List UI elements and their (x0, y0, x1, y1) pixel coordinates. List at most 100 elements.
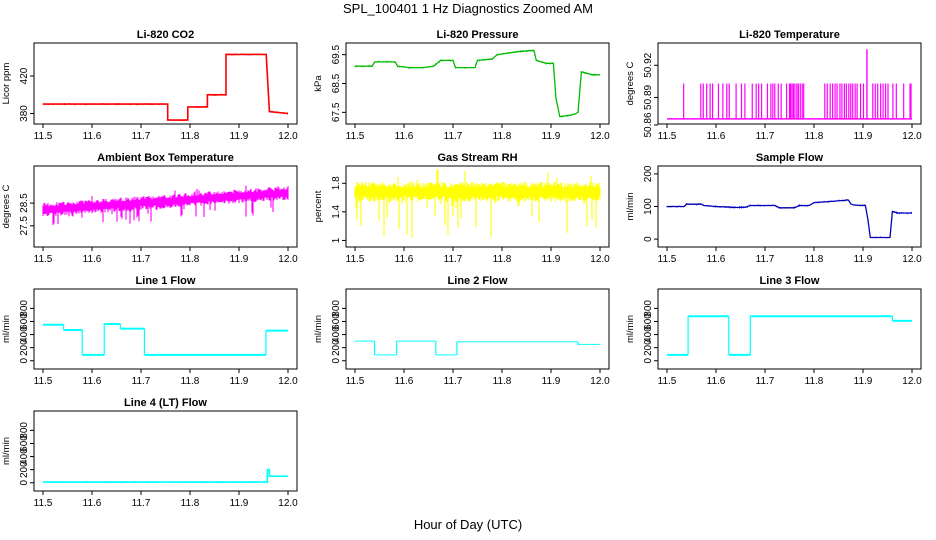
x-tick-label: 11.6 (83, 498, 102, 509)
panel-title: Gas Stream RH (437, 152, 517, 164)
x-tick-label: 12.0 (590, 131, 610, 142)
y-tick-label: 800 (643, 300, 654, 317)
x-tick-label: 11.7 (132, 131, 151, 142)
y-axis-label: kPa (313, 75, 324, 92)
y-tick-label: 0 (643, 236, 654, 242)
x-tick-label: 11.8 (493, 376, 512, 387)
chart-panel-1: Li-820 CO2 Licor ppm 11.5 11.6 11.7 11.8 11.9 1… (1, 29, 298, 142)
x-tick-label: 11.6 (395, 254, 414, 265)
y-tick-label: 400 (643, 326, 654, 343)
x-tick-label: 12.0 (278, 498, 298, 509)
panel-title: Li-820 CO2 (137, 29, 194, 41)
panel-title: Sample Flow (756, 152, 824, 164)
plot-frame (33, 165, 298, 248)
y-axis-label: Licor ppm (1, 63, 12, 105)
y-tick-label: 600 (331, 313, 342, 330)
series-band (667, 353, 689, 356)
x-tick-label: 11.6 (707, 131, 726, 142)
series-line (43, 53, 289, 121)
chart-panel-2: Li-820 Pressure kPa 11.5 11.6 11.7 11.8 11.9 12… (313, 29, 610, 142)
series-band (577, 343, 600, 345)
x-tick-label: 11.6 (707, 376, 726, 387)
x-tick-label: 12.0 (902, 254, 922, 265)
chart-panel-5: Gas Stream RH percent 11.5 11.6 11.7 1 1.8 11.9… (313, 152, 610, 265)
series-band (265, 329, 288, 332)
data-layer (355, 340, 600, 356)
x-tick-label: 11.7 (756, 254, 775, 265)
data-layer (667, 49, 912, 120)
series-band (688, 315, 729, 318)
series-band (728, 353, 751, 356)
data-layer (667, 315, 912, 356)
x-tick-label: 11.7 (756, 131, 775, 142)
chart-panel-10: Line 4 (LT) Flow ml/min 11.5 11.6 11.7 11.8 11… (1, 397, 298, 509)
plot-frame (345, 165, 610, 248)
x-axis-caption: Hour of Day (UTC) (413, 517, 523, 532)
y-tick-label: 600 (19, 313, 30, 330)
x-tick-label: 11.5 (346, 376, 365, 387)
series-band (144, 353, 266, 356)
data-layer (42, 185, 289, 226)
y-tick-label: 1.8 (331, 176, 342, 190)
x-tick-label: 11.9 (230, 254, 249, 265)
x-tick-label: 11.9 (854, 254, 873, 265)
data-layer (666, 198, 912, 239)
y-axis-label: percent (313, 190, 324, 222)
series-band (396, 340, 436, 342)
y-tick-label: 400 (19, 326, 30, 343)
x-tick-label: 11.9 (542, 254, 561, 265)
x-tick-label: 11.8 (805, 254, 824, 265)
x-tick-label: 11.8 (805, 376, 824, 387)
y-tick-label: 100 (643, 198, 654, 215)
x-tick-label: 11.5 (34, 376, 53, 387)
x-tick-label: 11.6 (83, 254, 102, 265)
data-layer (42, 468, 288, 484)
y-tick-label: 800 (331, 300, 342, 317)
y-tick-label: 0 (643, 358, 654, 364)
x-tick-label: 11.5 (34, 254, 53, 265)
y-tick-label: 400 (331, 326, 342, 343)
chart-panel-7: Line 1 Flow ml/min 11.5 11.6 11.7 11.8 11.9 12.… (1, 275, 298, 387)
y-axis-label: ml/min (625, 315, 636, 343)
x-tick-label: 12.0 (902, 376, 922, 387)
x-tick-label: 11.7 (444, 131, 463, 142)
panel-title: Ambient Box Temperature (97, 152, 234, 164)
series-band (355, 340, 375, 342)
y-tick-label: 1.4 (331, 204, 342, 218)
x-tick-label: 11.6 (83, 376, 102, 387)
x-tick-label: 12.0 (278, 131, 298, 142)
y-tick-label: 600 (643, 313, 654, 330)
panel-title: Line 2 Flow (448, 275, 508, 287)
x-tick-label: 11.5 (34, 131, 53, 142)
y-tick-label: 200 (643, 165, 654, 182)
y-tick-label: 1 (331, 237, 342, 243)
y-tick-label: 800 (19, 422, 30, 439)
x-tick-label: 11.7 (132, 254, 151, 265)
plot-frame (657, 288, 922, 370)
x-tick-label: 12.0 (278, 254, 298, 265)
x-tick-label: 11.7 (756, 376, 775, 387)
y-tick-label: 69.5 (331, 44, 342, 64)
x-tick-label: 12.0 (902, 131, 922, 142)
panel-title: Li-820 Pressure (437, 29, 519, 41)
x-tick-label: 11.8 (181, 131, 200, 142)
x-tick-label: 11.9 (542, 131, 561, 142)
y-tick-label: 50.89 (643, 84, 654, 109)
series-band (374, 354, 397, 356)
x-tick-label: 11.7 (444, 254, 463, 265)
y-tick-label: 600 (19, 435, 30, 452)
x-tick-label: 11.5 (658, 376, 677, 387)
y-axis-label: ml/min (313, 315, 324, 343)
x-tick-label: 11.8 (181, 498, 200, 509)
x-tick-label: 11.5 (346, 254, 365, 265)
data-layer (354, 49, 600, 118)
y-axis-label: degrees C (625, 61, 636, 105)
series-band (104, 323, 121, 326)
series-band (456, 341, 578, 343)
x-tick-label: 11.7 (444, 376, 463, 387)
chart-panel-8: Line 2 Flow ml/min 11.5 11.6 11.7 11.8 11.9 12.… (313, 275, 610, 387)
x-tick-label: 11.7 (132, 376, 151, 387)
y-tick-label: 420 (19, 67, 30, 84)
y-tick-label: 0 (331, 358, 342, 364)
